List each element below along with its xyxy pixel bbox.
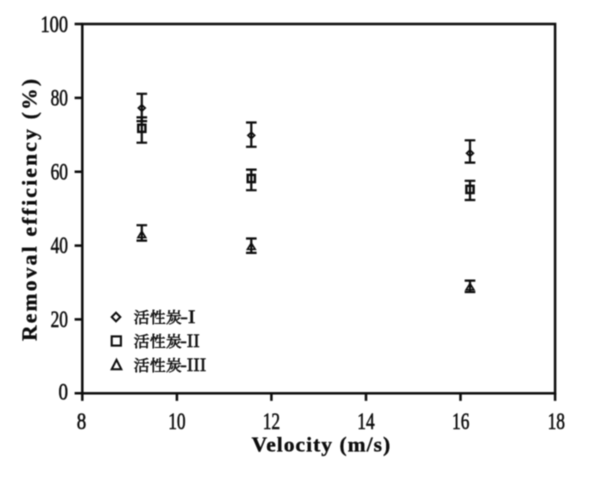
svg-text:Velocity (m/s): Velocity (m/s)	[252, 433, 391, 457]
svg-text:16: 16	[452, 409, 469, 434]
svg-text:20: 20	[51, 307, 68, 332]
svg-text:-II: -II	[180, 331, 200, 352]
svg-text:80: 80	[51, 86, 68, 111]
svg-text:18: 18	[548, 409, 565, 434]
svg-text:Removal efficiency (%): Removal efficiency (%)	[18, 79, 42, 341]
svg-text:10: 10	[168, 409, 185, 434]
svg-text:12: 12	[263, 409, 280, 434]
svg-text:100: 100	[41, 12, 69, 37]
svg-text:8: 8	[77, 409, 87, 434]
svg-text:-III: -III	[180, 355, 206, 376]
svg-text:14: 14	[357, 409, 375, 434]
svg-text:40: 40	[51, 233, 68, 258]
svg-text:-I: -I	[180, 307, 195, 328]
svg-text:60: 60	[51, 159, 68, 184]
svg-text:0: 0	[59, 380, 69, 405]
